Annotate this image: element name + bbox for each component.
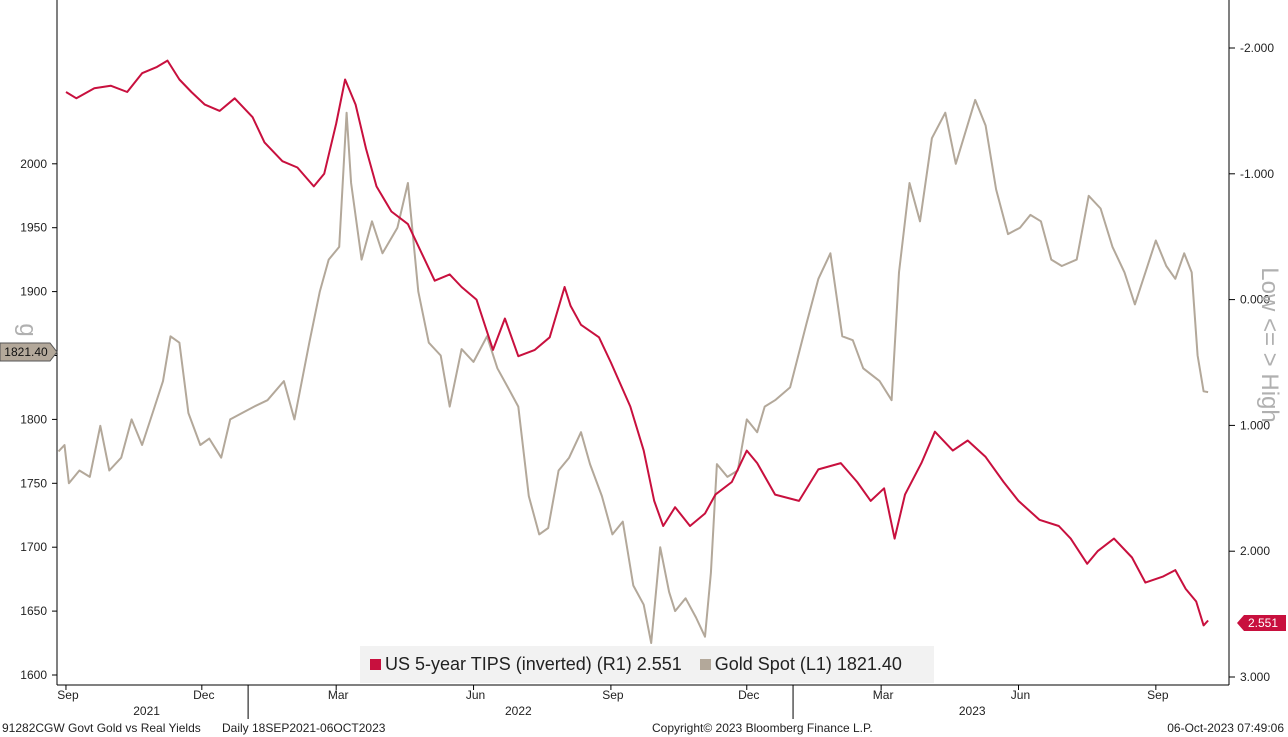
x-month-label: Mar bbox=[328, 688, 349, 702]
left-tick-label: 1750 bbox=[20, 476, 47, 490]
right-tick-label: 1.000 bbox=[1240, 418, 1270, 432]
tips-line bbox=[65, 59, 1209, 627]
right-value-tag: 2.551 bbox=[1237, 615, 1286, 631]
x-month-label: Jun bbox=[466, 688, 485, 702]
right-tick-label: -2.000 bbox=[1240, 41, 1274, 55]
left-tick-label: 1950 bbox=[20, 221, 47, 235]
footer-copyright: Copyright© 2023 Bloomberg Finance L.P. bbox=[652, 721, 873, 735]
right-axis-title: Low <= > High bbox=[1256, 267, 1283, 422]
right-tick-label: -1.000 bbox=[1240, 167, 1274, 181]
footer-range: Daily 18SEP2021-06OCT2023 bbox=[222, 721, 386, 735]
left-tick-label: 1600 bbox=[20, 668, 47, 682]
x-month-label: Sep bbox=[57, 688, 79, 702]
left-y-axis: 160016501700175018001850190019502000 bbox=[20, 157, 57, 682]
left-value-tag: 1821.40 bbox=[0, 342, 58, 362]
x-month-label: Dec bbox=[193, 688, 214, 702]
x-year-label: 2023 bbox=[959, 704, 986, 718]
footer: 91282CGW Govt Gold vs Real Yields Daily … bbox=[0, 719, 1288, 737]
left-tick-label: 1700 bbox=[20, 540, 47, 554]
legend-swatch-tips bbox=[370, 659, 381, 670]
legend-swatch-gold bbox=[699, 659, 711, 670]
svg-text:1821.40: 1821.40 bbox=[4, 345, 48, 359]
series-layer bbox=[57, 59, 1209, 644]
x-month-label: Sep bbox=[1147, 688, 1169, 702]
x-month-label: Dec bbox=[738, 688, 759, 702]
gold-spot-line bbox=[57, 98, 1209, 644]
left-tick-label: 1650 bbox=[20, 604, 47, 618]
legend-item-tips: US 5-year TIPS (inverted) (R1) 2.551 bbox=[370, 654, 682, 675]
footer-timestamp: 06-Oct-2023 07:49:06 bbox=[1167, 721, 1284, 735]
right-y-axis: 3.000 2.000 1.000 0.000 -1.000 -2.000 bbox=[1229, 41, 1274, 684]
x-month-label: Sep bbox=[602, 688, 624, 702]
left-tick-label: 2000 bbox=[20, 157, 47, 171]
x-year-label: 2021 bbox=[133, 704, 160, 718]
left-axis-title: g bbox=[14, 323, 41, 336]
x-year-label: 2022 bbox=[505, 704, 532, 718]
chart: 160016501700175018001850190019502000 3.0… bbox=[0, 0, 1286, 719]
right-tick-label: 0.000 bbox=[1240, 293, 1270, 307]
left-tick-label: 1900 bbox=[20, 285, 47, 299]
x-axis: Sep Dec Mar Jun Sep Dec Mar Jun Sep 2021 2022 2023 bbox=[57, 685, 1169, 719]
x-month-label: Jun bbox=[1011, 688, 1030, 702]
right-tick-label: 2.000 bbox=[1240, 544, 1270, 558]
left-tick-label: 1800 bbox=[20, 412, 47, 426]
legend-label-gold: Gold Spot (L1) 1821.40 bbox=[714, 654, 902, 674]
right-tick-label: 3.000 bbox=[1240, 670, 1270, 684]
legend-item-gold: Gold Spot (L1) 1821.40 bbox=[699, 654, 902, 675]
svg-text:2.551: 2.551 bbox=[1248, 616, 1278, 630]
x-month-label: Mar bbox=[873, 688, 894, 702]
legend: US 5-year TIPS (inverted) (R1) 2.551 Gol… bbox=[360, 646, 934, 683]
legend-label-tips: US 5-year TIPS (inverted) (R1) 2.551 bbox=[385, 654, 682, 674]
footer-ticker: 91282CGW Govt Gold vs Real Yields bbox=[2, 721, 201, 735]
